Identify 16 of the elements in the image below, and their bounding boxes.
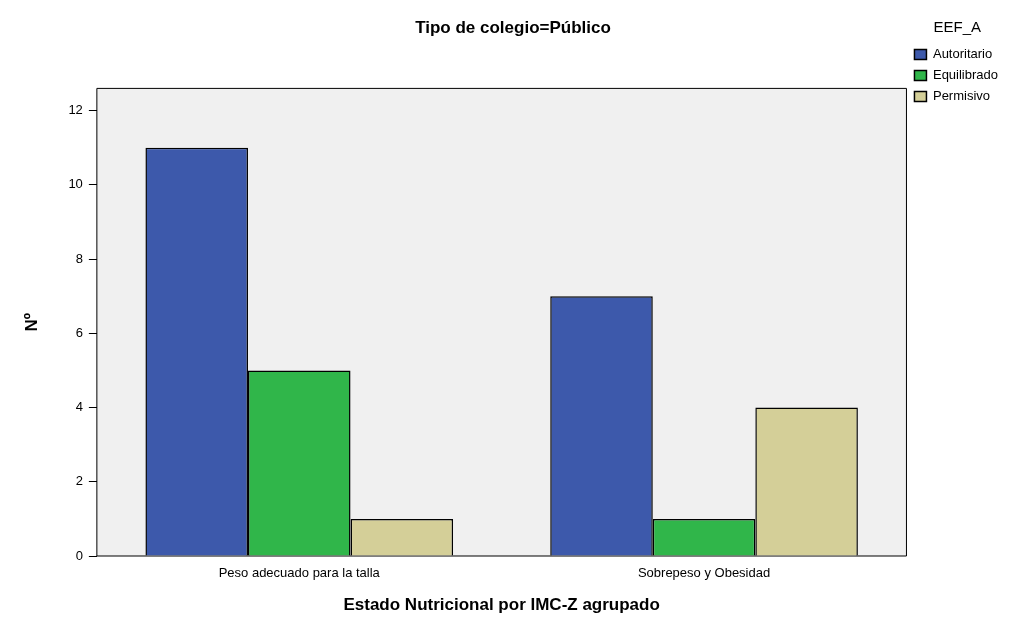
y-tick-label: 10 [68, 176, 83, 192]
legend-label: Permisivo [932, 88, 991, 104]
y-tick-label: 8 [75, 250, 83, 266]
y-tick-label: 6 [75, 324, 83, 340]
legend-label: Autoritario [932, 46, 993, 62]
legend-label: Equilibrado [932, 67, 998, 83]
legend-title: EEF_A [933, 17, 981, 35]
y-tick-label: 2 [75, 473, 83, 489]
x-tick-label: Peso adecuado para la talla [218, 565, 381, 581]
y-tick-label: 12 [68, 102, 83, 118]
y-axis-title: Nº [21, 312, 41, 332]
chart-title: Tipo de colegio=Público [415, 17, 611, 37]
y-tick-label: 4 [75, 399, 83, 415]
y-tick-label: 0 [75, 547, 83, 563]
x-axis-title: Estado Nutricional por IMC-Z agrupado [343, 595, 660, 615]
x-tick-label: Sobrepeso y Obesidad [637, 565, 771, 581]
